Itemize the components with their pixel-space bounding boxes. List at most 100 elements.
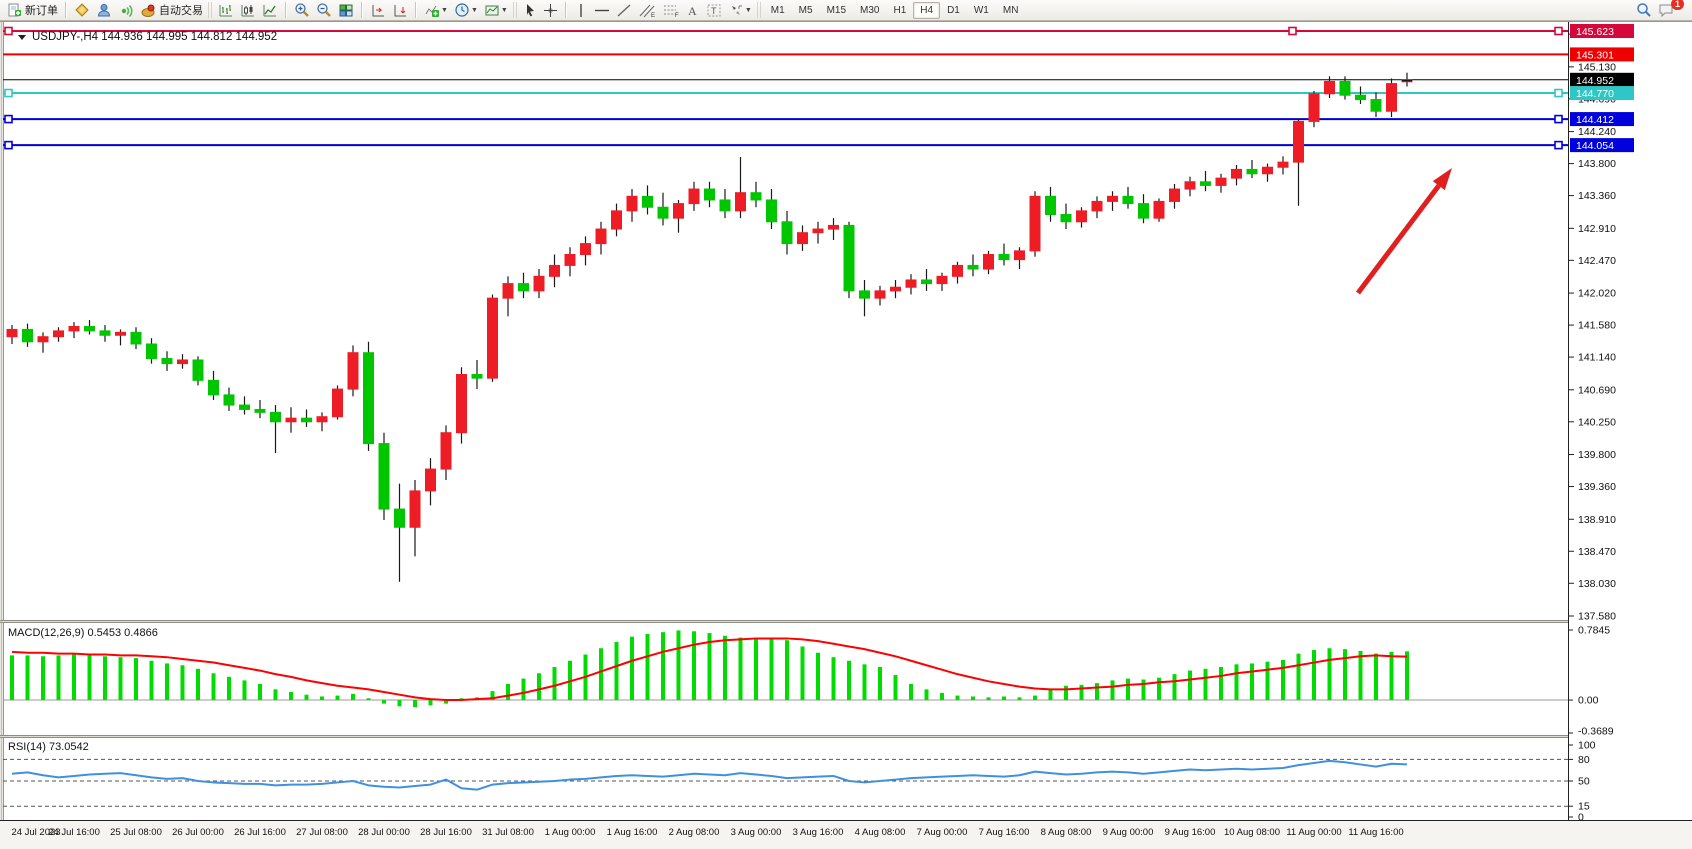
price-tick: 138.030 (1578, 578, 1616, 590)
horizontal-line[interactable] (3, 26, 1568, 36)
text-label-button[interactable]: T (703, 1, 725, 20)
line-handle[interactable] (4, 114, 13, 124)
rsi-pane: RSI(14) 73.0542 (3, 741, 1568, 807)
date-label: 11 Aug 16:00 (1348, 827, 1403, 838)
price-marker: 145.623 (1576, 26, 1614, 38)
tile-windows-button[interactable] (335, 1, 357, 20)
signal-icon (121, 4, 133, 17)
date-label: 2 Aug 08:00 (669, 827, 720, 838)
horizontal-line-icon (594, 9, 609, 11)
annotation-arrow[interactable] (1356, 168, 1452, 295)
timeframe-d1-button[interactable]: D1 (947, 4, 960, 16)
chat-button[interactable]: 1 (1655, 0, 1684, 20)
line-handle[interactable] (4, 26, 13, 36)
line-handle[interactable] (4, 88, 13, 98)
vertical-line-button[interactable] (571, 1, 591, 20)
chevron-down-icon: ▼ (470, 6, 478, 14)
timeframe-m5-button[interactable]: M5 (798, 4, 813, 16)
timeframe-m30-button[interactable]: M30 (860, 4, 880, 16)
date-label: 27 Jul 08:00 (296, 827, 348, 838)
new-order-label: 新订单 (25, 5, 58, 17)
crosshair-icon (543, 3, 557, 17)
price-tick: 141.140 (1578, 352, 1616, 364)
rsi-tick: 100 (1578, 740, 1596, 752)
horizontal-line-button[interactable] (591, 1, 613, 20)
rsi-label: RSI(14) 73.0542 (8, 741, 89, 753)
horizontal-line[interactable] (3, 88, 1568, 98)
line-handle[interactable] (1288, 26, 1297, 36)
horizontal-line[interactable] (3, 140, 1568, 150)
line-handle[interactable] (1554, 88, 1563, 98)
channel-button[interactable]: E (635, 1, 659, 20)
new-order-button[interactable]: 新订单 (4, 1, 61, 20)
line-handle[interactable] (1554, 140, 1563, 150)
price-marker: 144.412 (1576, 114, 1614, 126)
bar-chart-button[interactable] (215, 1, 237, 20)
indicators-button[interactable]: ▼ (421, 1, 451, 20)
rsi-tick: 0 (1578, 812, 1584, 824)
timeframe-w1-button[interactable]: W1 (973, 4, 989, 16)
chart-shift-button[interactable] (367, 1, 389, 20)
templates-button[interactable]: ▼ (481, 1, 511, 20)
toolbar-separator (564, 2, 567, 18)
date-label: 1 Aug 00:00 (545, 827, 596, 838)
macd-signal-line (11, 637, 1408, 702)
price-tick: 143.800 (1578, 158, 1616, 170)
timeframe-h1-button[interactable]: H1 (893, 4, 907, 16)
line-handle[interactable] (1554, 26, 1563, 36)
auto-scroll-button[interactable] (389, 1, 411, 20)
date-label: 28 Jul 00:00 (358, 827, 410, 838)
macd-tick: -0.3689 (1578, 726, 1614, 738)
zoom-out-button[interactable] (313, 1, 335, 20)
text-button[interactable]: A (683, 1, 703, 20)
line-chart-icon (263, 4, 276, 16)
price-tick: 142.020 (1578, 288, 1616, 300)
date-label: 3 Aug 16:00 (793, 827, 844, 838)
macd-tick: 0.00 (1578, 695, 1599, 707)
fibonacci-button[interactable]: F (659, 1, 683, 20)
autotrading-button[interactable]: 自动交易 (137, 1, 206, 20)
price-marker: 144.952 (1576, 75, 1614, 87)
price-tick: 141.580 (1578, 320, 1616, 332)
chart-menu-icon[interactable] (18, 35, 26, 40)
date-label: 25 Jul 08:00 (110, 827, 162, 838)
chevron-down-icon: ▼ (441, 6, 448, 14)
zoom-in-button[interactable] (291, 1, 313, 20)
timeframe-mn-button[interactable]: MN (1002, 4, 1019, 16)
search-button[interactable] (1633, 1, 1655, 20)
candlestick-button[interactable] (237, 1, 259, 20)
signals-button[interactable] (115, 1, 137, 20)
line-handle[interactable] (4, 140, 13, 150)
price-marker: 145.301 (1576, 49, 1614, 61)
rsi-pane-splitter[interactable] (0, 735, 1568, 738)
autotrading-icon (141, 4, 155, 17)
line-handle[interactable] (1554, 114, 1563, 124)
line-chart-button[interactable] (259, 1, 281, 20)
cursor-button[interactable] (520, 1, 540, 20)
vertical-line-icon (580, 3, 582, 17)
svg-text:T: T (711, 6, 717, 16)
rsi-tick: 50 (1578, 776, 1590, 788)
toolbar-separator (361, 2, 363, 18)
trendline-button[interactable] (613, 1, 635, 20)
terminal-button[interactable] (93, 1, 115, 20)
rsi-line (11, 759, 1408, 791)
arrows-button[interactable]: ▼ (725, 1, 755, 20)
timeframe-bar: M1 M5 M15 M30 H1 H4 D1 W1 MN (764, 1, 1026, 19)
svg-text:E: E (651, 13, 655, 18)
date-label: 1 Aug 16:00 (607, 827, 658, 838)
timeframe-m15-button[interactable]: M15 (826, 4, 847, 16)
timeframe-m1-button[interactable]: M1 (770, 4, 785, 16)
macd-pane-splitter[interactable] (0, 620, 1568, 623)
crosshair-button[interactable] (540, 1, 561, 20)
timeframe-h4-button[interactable]: H4 (913, 1, 941, 19)
main-price-pane: USDJPY-,H4 144.936 144.995 144.812 144.9… (3, 26, 1568, 582)
periods-button[interactable]: ▼ (451, 1, 481, 20)
metaeditor-button[interactable] (71, 1, 93, 20)
horizontal-line[interactable] (3, 114, 1568, 124)
svg-text:F: F (675, 13, 679, 18)
window-frame (0, 21, 1692, 820)
